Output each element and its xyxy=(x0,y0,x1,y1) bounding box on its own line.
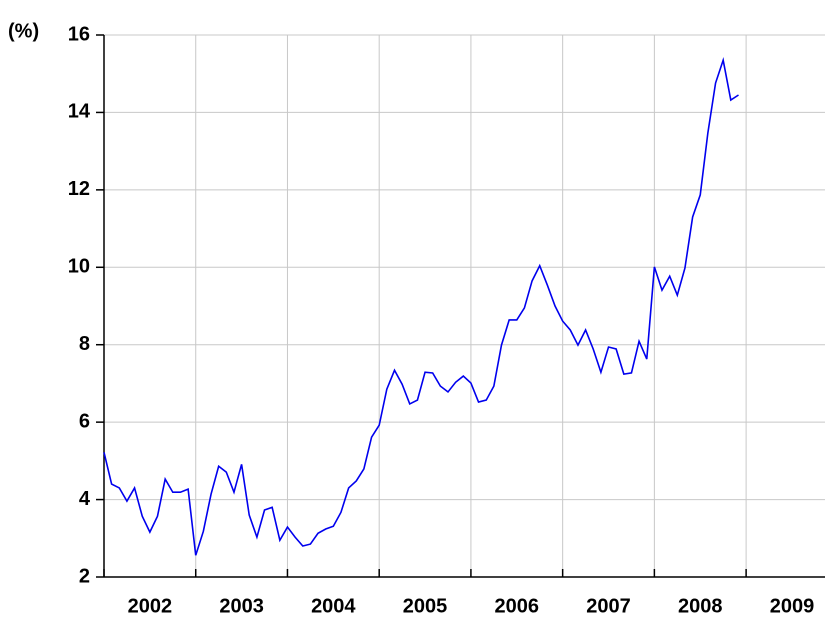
y-tick-label: 14 xyxy=(68,101,91,123)
y-tick-label: 8 xyxy=(79,333,90,355)
x-tick-label: 2006 xyxy=(495,595,540,617)
x-tick-label: 2007 xyxy=(586,595,631,617)
y-tick-label: 4 xyxy=(79,488,91,510)
x-tick-label: 2003 xyxy=(219,595,264,617)
x-tick-label: 2005 xyxy=(403,595,448,617)
y-tick-label: 12 xyxy=(68,178,90,200)
y-tick-label: 2 xyxy=(79,565,90,587)
y-axis-label: (%) xyxy=(8,20,39,42)
x-tick-label: 2008 xyxy=(678,595,723,617)
y-tick-label: 10 xyxy=(68,256,90,278)
x-tick-label: 2002 xyxy=(128,595,173,617)
data-line xyxy=(103,57,739,556)
x-tick-label: 2004 xyxy=(311,595,356,617)
x-tick-label: 2009 xyxy=(770,595,815,617)
y-tick-label: 6 xyxy=(79,410,90,432)
y-tick-label: 16 xyxy=(68,23,90,45)
